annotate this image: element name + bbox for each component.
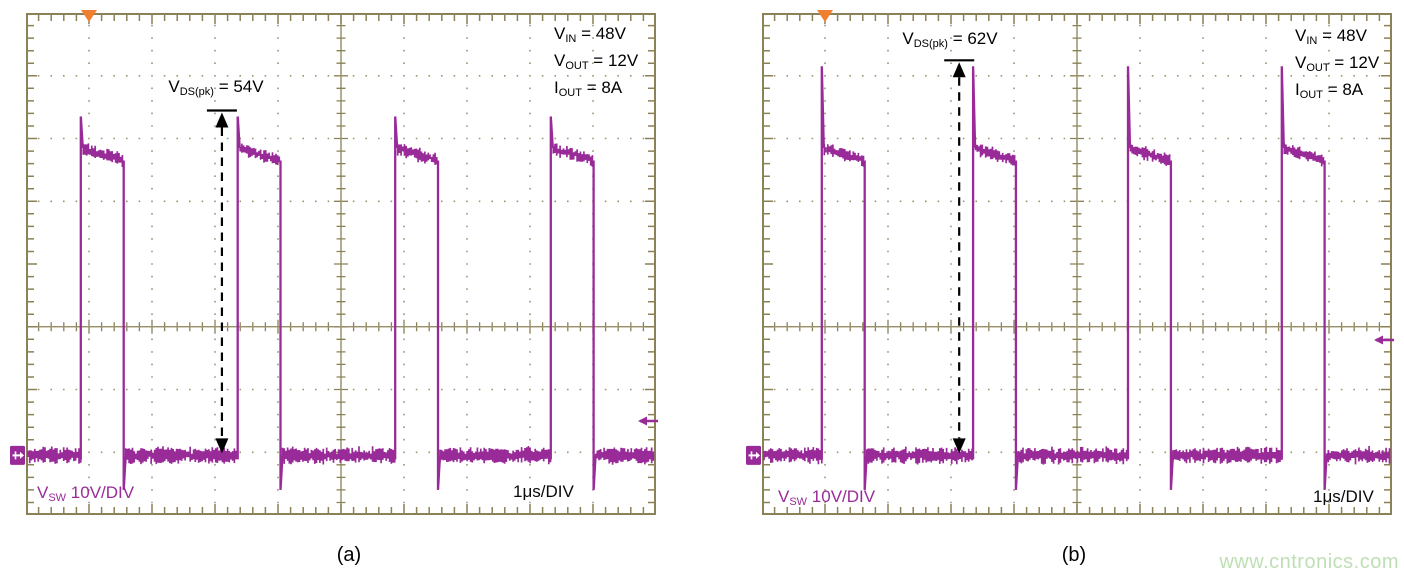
trigger-marker-icon [81,10,97,22]
vds-symbol: V [902,29,914,48]
trigger-level-arrow-icon [638,416,658,426]
trigger-level-arrow-icon [1374,335,1394,345]
channel-scale-label-b: VSW 10V/DIV [778,487,876,508]
vds-symbol: V [168,77,180,96]
condition-line-iout: IOUT = 8A [1295,80,1364,101]
channel-scale-label-a: VSW 10V/DIV [37,483,135,504]
timebase-label-a: 1μs/DIV [513,482,574,501]
timebase-label-b: 1μs/DIV [1313,487,1374,506]
condition-line-vout: VOUT = 12V [1295,53,1380,74]
scope-panel-b: VDS(pk) = 62V VIN = 48V VOUT = 12V IOUT … [746,10,1394,515]
channel-marker-icon [746,445,761,465]
test-conditions-block-b: VIN = 48V VOUT = 12V IOUT = 8A [1295,25,1379,106]
watermark: www.cntronics.com [1219,551,1399,573]
condition-line-vin: VIN = 48V [554,24,626,45]
vds-subscript: DS(pk) [913,38,948,50]
scope-panel-a: VDS(pk) = 54V VIN = 48V VOUT = 12V IOUT … [10,10,658,515]
vds-peak-annotation-b: VDS(pk) = 62V [902,29,997,50]
condition-line-vout: VOUT = 12V [554,51,639,72]
vds-subscript: DS(pk) [179,86,214,98]
vds-value: = 54V [213,77,264,96]
oscilloscope-screen-a [10,10,658,515]
vds-measure-arrow [206,109,237,454]
vds-measure-arrow [944,59,975,454]
vds-value: = 62V [947,29,998,48]
panel-caption-a: (a) [336,544,362,566]
vds-peak-annotation-a: VDS(pk) = 54V [168,77,263,98]
trigger-marker-icon [817,10,833,22]
condition-line-vin: VIN = 48V [1295,26,1367,47]
condition-line-iout: IOUT = 8A [554,78,623,99]
panel-caption-b: (b) [1061,544,1087,566]
oscilloscope-screen-b [746,10,1394,515]
channel-marker-icon [10,445,25,465]
test-conditions-block-a: VIN = 48V VOUT = 12V IOUT = 8A [554,23,638,104]
